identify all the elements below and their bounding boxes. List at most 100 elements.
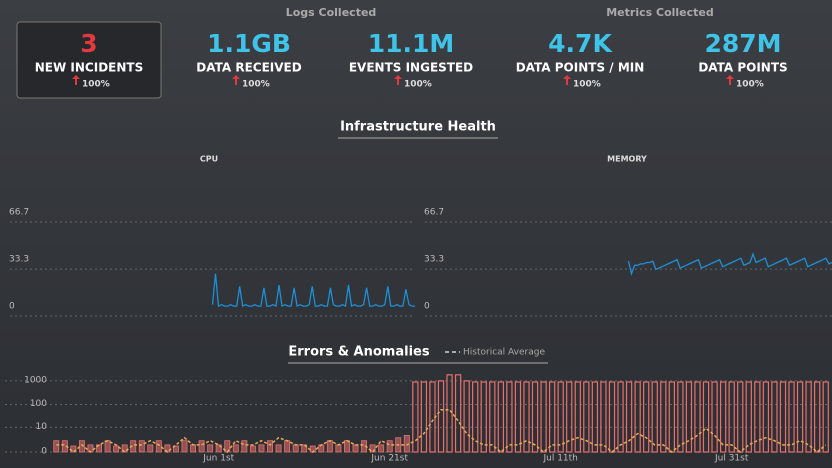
- up-arrow: [72, 75, 80, 85]
- y-tick-label: 66.7: [424, 208, 444, 218]
- bar: [113, 445, 120, 453]
- y-tick-label: 10: [36, 422, 48, 432]
- bar: [506, 381, 513, 453]
- kpi-label: DATA POINTS / MIN: [516, 61, 645, 75]
- bar: [523, 381, 530, 453]
- section-title: Infrastructure Health: [340, 120, 496, 135]
- bar: [728, 381, 735, 453]
- kpi-label: DATA RECEIVED: [196, 61, 301, 75]
- y-tick-label: 33.3: [9, 255, 29, 265]
- kpi-value: 4.7K: [548, 29, 613, 58]
- bar: [583, 381, 590, 453]
- bar: [284, 440, 291, 453]
- kpi-value: 11.1M: [368, 29, 455, 58]
- bar: [566, 381, 573, 453]
- bar: [489, 381, 496, 453]
- bar: [352, 444, 359, 453]
- kpi-label: DATA POINTS: [698, 61, 787, 75]
- chart-title: MEMORY: [607, 155, 647, 164]
- bar: [548, 381, 556, 453]
- legend-label: Historical Average: [463, 348, 545, 358]
- bar: [480, 381, 487, 453]
- bar: [87, 444, 94, 453]
- bar: [215, 444, 222, 453]
- bar: [591, 381, 599, 453]
- group-title: Logs Collected: [286, 6, 377, 19]
- kpi-change: 100%: [573, 80, 601, 90]
- bar: [694, 381, 701, 453]
- bar: [249, 445, 256, 453]
- bar: [557, 381, 564, 453]
- bar: [472, 381, 479, 453]
- bar: [796, 381, 804, 453]
- x-tick-label: Jun 21st: [370, 454, 408, 464]
- bar: [531, 381, 539, 453]
- bar: [608, 381, 616, 453]
- bar: [463, 380, 470, 453]
- bar: [737, 381, 744, 453]
- bar: [121, 444, 128, 453]
- kpi-label: EVENTS INGESTED: [349, 61, 473, 75]
- kpi-value: 1.1GB: [207, 29, 291, 58]
- bar: [625, 381, 633, 453]
- bar: [181, 440, 188, 453]
- bar: [275, 444, 282, 453]
- bar: [198, 440, 205, 453]
- kpi-label: NEW INCIDENTS: [35, 61, 143, 75]
- bar: [147, 444, 154, 453]
- bar: [207, 444, 214, 453]
- bar: [771, 381, 778, 453]
- up-arrow: [726, 75, 734, 85]
- kpi-value: 287M: [704, 29, 781, 58]
- bar: [267, 440, 273, 453]
- bar: [574, 381, 581, 453]
- y-tick-label: 66.7: [9, 208, 29, 218]
- bar: [386, 440, 393, 453]
- bar: [403, 435, 410, 453]
- bar: [540, 381, 547, 453]
- up-arrow: [394, 75, 402, 85]
- x-tick-label: Jul 31st: [714, 454, 749, 464]
- group-title: Metrics Collected: [606, 6, 714, 19]
- bar: [668, 381, 675, 453]
- kpi-change: 100%: [82, 80, 110, 90]
- y-tick-label: 0: [9, 302, 15, 312]
- line-series: [211, 273, 415, 308]
- bar: [318, 444, 325, 453]
- bar: [326, 440, 333, 453]
- bar: [155, 440, 162, 453]
- bar: [634, 381, 641, 453]
- bar: [685, 381, 693, 453]
- bar: [702, 381, 710, 453]
- kpi-change: 100%: [242, 80, 270, 90]
- incident-card[interactable]: [16, 21, 162, 99]
- bar: [190, 444, 197, 453]
- bar: [258, 444, 265, 453]
- bar: [429, 381, 436, 453]
- bar: [78, 440, 85, 453]
- bar: [651, 381, 658, 453]
- bar: [138, 440, 145, 453]
- bar: [420, 381, 428, 453]
- bar: [754, 381, 761, 453]
- bar: [53, 440, 60, 453]
- kpi-change: 100%: [736, 80, 764, 90]
- up-arrow: [232, 75, 240, 85]
- bar: [660, 381, 667, 453]
- bar: [292, 444, 299, 453]
- bar: [301, 444, 308, 453]
- chart-title: CPU: [200, 155, 218, 164]
- x-tick-label: Jul 11th: [542, 454, 577, 464]
- y-tick-label: 33.3: [424, 255, 444, 265]
- bar: [762, 381, 770, 453]
- x-tick-label: Jun 1st: [202, 454, 234, 464]
- bar: [437, 380, 445, 453]
- bar: [600, 381, 607, 453]
- bar: [454, 374, 462, 453]
- line-series: [627, 252, 832, 276]
- bar: [814, 381, 821, 453]
- kpi-change: 100%: [404, 80, 432, 90]
- bar: [335, 444, 342, 453]
- bar: [446, 374, 453, 453]
